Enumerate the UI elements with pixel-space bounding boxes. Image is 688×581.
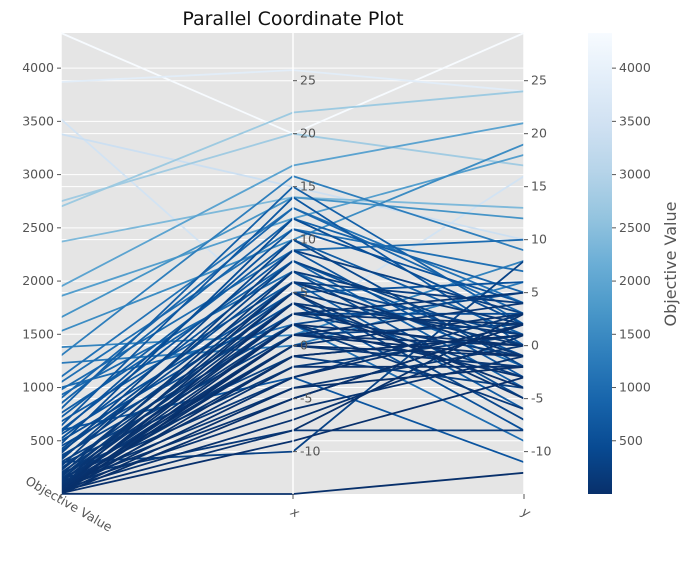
- axis-tick-label: 25: [300, 73, 316, 88]
- axis-name-label: x: [287, 503, 302, 520]
- axis-tick-label: 15: [300, 179, 316, 194]
- axis-tick-label: 0: [531, 338, 539, 353]
- axis-tick-label: 15: [531, 179, 547, 194]
- axis-tick-label: 10: [531, 232, 547, 247]
- axis-tick-label: 0: [300, 338, 308, 353]
- axis-tick-label: 3500: [22, 113, 54, 128]
- axis-tick-label: 2500: [22, 220, 54, 235]
- axis-tick-label: 10: [300, 232, 316, 247]
- colorbar-ticks: 500 1000 1500 2000 2500 3000 3500 4000: [612, 60, 651, 448]
- axis-tick-label: -5: [300, 391, 312, 406]
- axis-tick-label: 3000: [22, 167, 54, 182]
- colorbar-tick-label: 4000: [619, 60, 651, 75]
- chart-title: Parallel Coordinate Plot: [182, 8, 403, 30]
- axis-tick-label: 25: [531, 73, 547, 88]
- colorbar-gradient: [588, 33, 612, 494]
- axis-name-label: y: [518, 503, 533, 520]
- colorbar-tick-label: 2000: [619, 273, 651, 288]
- colorbar-tick-label: 1000: [619, 380, 651, 395]
- axis-tick-label: 1000: [22, 380, 54, 395]
- colorbar-tick-label: 3000: [619, 167, 651, 182]
- colorbar: 500 1000 1500 2000 2500 3000 3500 4000 Objectiv…: [588, 33, 680, 494]
- axis-tick-label: 20: [531, 126, 547, 141]
- axis-tick-label: 4000: [22, 60, 54, 75]
- axis-tick-label: 1500: [22, 326, 54, 341]
- colorbar-tick-label: 3500: [619, 113, 651, 128]
- colorbar-label: Objective Value: [661, 202, 680, 327]
- colorbar-tick-label: 2500: [619, 220, 651, 235]
- colorbar-tick-label: 1500: [619, 326, 651, 341]
- axis-tick-label: 20: [300, 126, 316, 141]
- axis-tick-label: 5: [531, 285, 539, 300]
- axis-tick-label: -10: [300, 444, 320, 459]
- axis-tick-label: 500: [30, 433, 54, 448]
- axis-tick-label: 2000: [22, 273, 54, 288]
- axis-tick-label: -5: [531, 391, 543, 406]
- axis-tick-label: -10: [531, 444, 551, 459]
- colorbar-tick-label: 500: [619, 433, 643, 448]
- axis-tick-label: 5: [300, 285, 308, 300]
